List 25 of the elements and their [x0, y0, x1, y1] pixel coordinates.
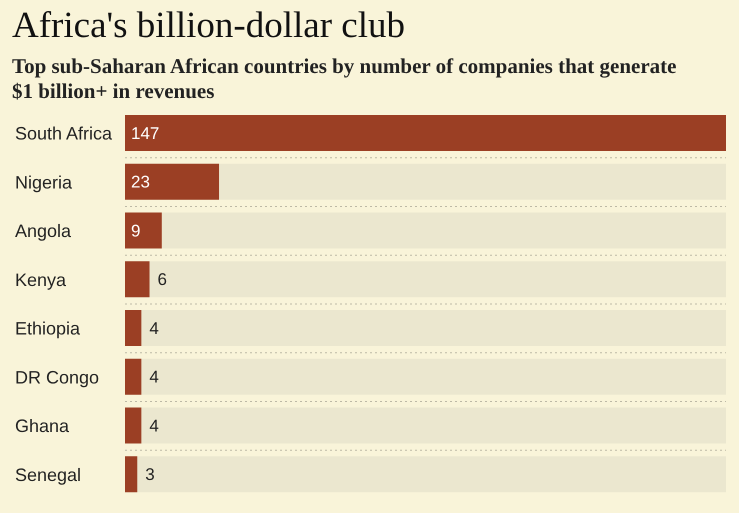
- data-label: 6: [158, 270, 167, 290]
- bar: [125, 164, 220, 200]
- y-tick-label: Ghana: [15, 416, 70, 436]
- bar: [125, 261, 150, 298]
- y-tick-label: Angola: [15, 221, 72, 242]
- data-label: 4: [149, 416, 159, 436]
- bar: [125, 456, 138, 492]
- data-label: 4: [149, 368, 159, 387]
- bar: [125, 310, 142, 346]
- y-tick-label: Senegal: [15, 464, 82, 485]
- bar: [125, 358, 142, 395]
- data-label: 3: [145, 465, 155, 484]
- data-label: 23: [131, 172, 150, 192]
- y-tick-label: Nigeria: [15, 172, 74, 192]
- chart-title: Africa's billion-dollar club: [11, 4, 406, 48]
- chart-subtitle: Top sub-Saharan African countries by number of companies that generate $1 billion+ in revenues: [11, 53, 678, 104]
- y-tick-label: DR Congo: [15, 367, 100, 388]
- y-tick-label: Ethiopia: [15, 318, 82, 339]
- bar: [125, 212, 162, 248]
- data-label: 147: [131, 124, 160, 143]
- bar: [125, 408, 142, 444]
- data-label: 9: [131, 221, 140, 240]
- data-label: 4: [149, 318, 159, 338]
- y-tick-label: Kenya: [15, 270, 68, 290]
- y-tick-label: South Africa: [15, 124, 114, 144]
